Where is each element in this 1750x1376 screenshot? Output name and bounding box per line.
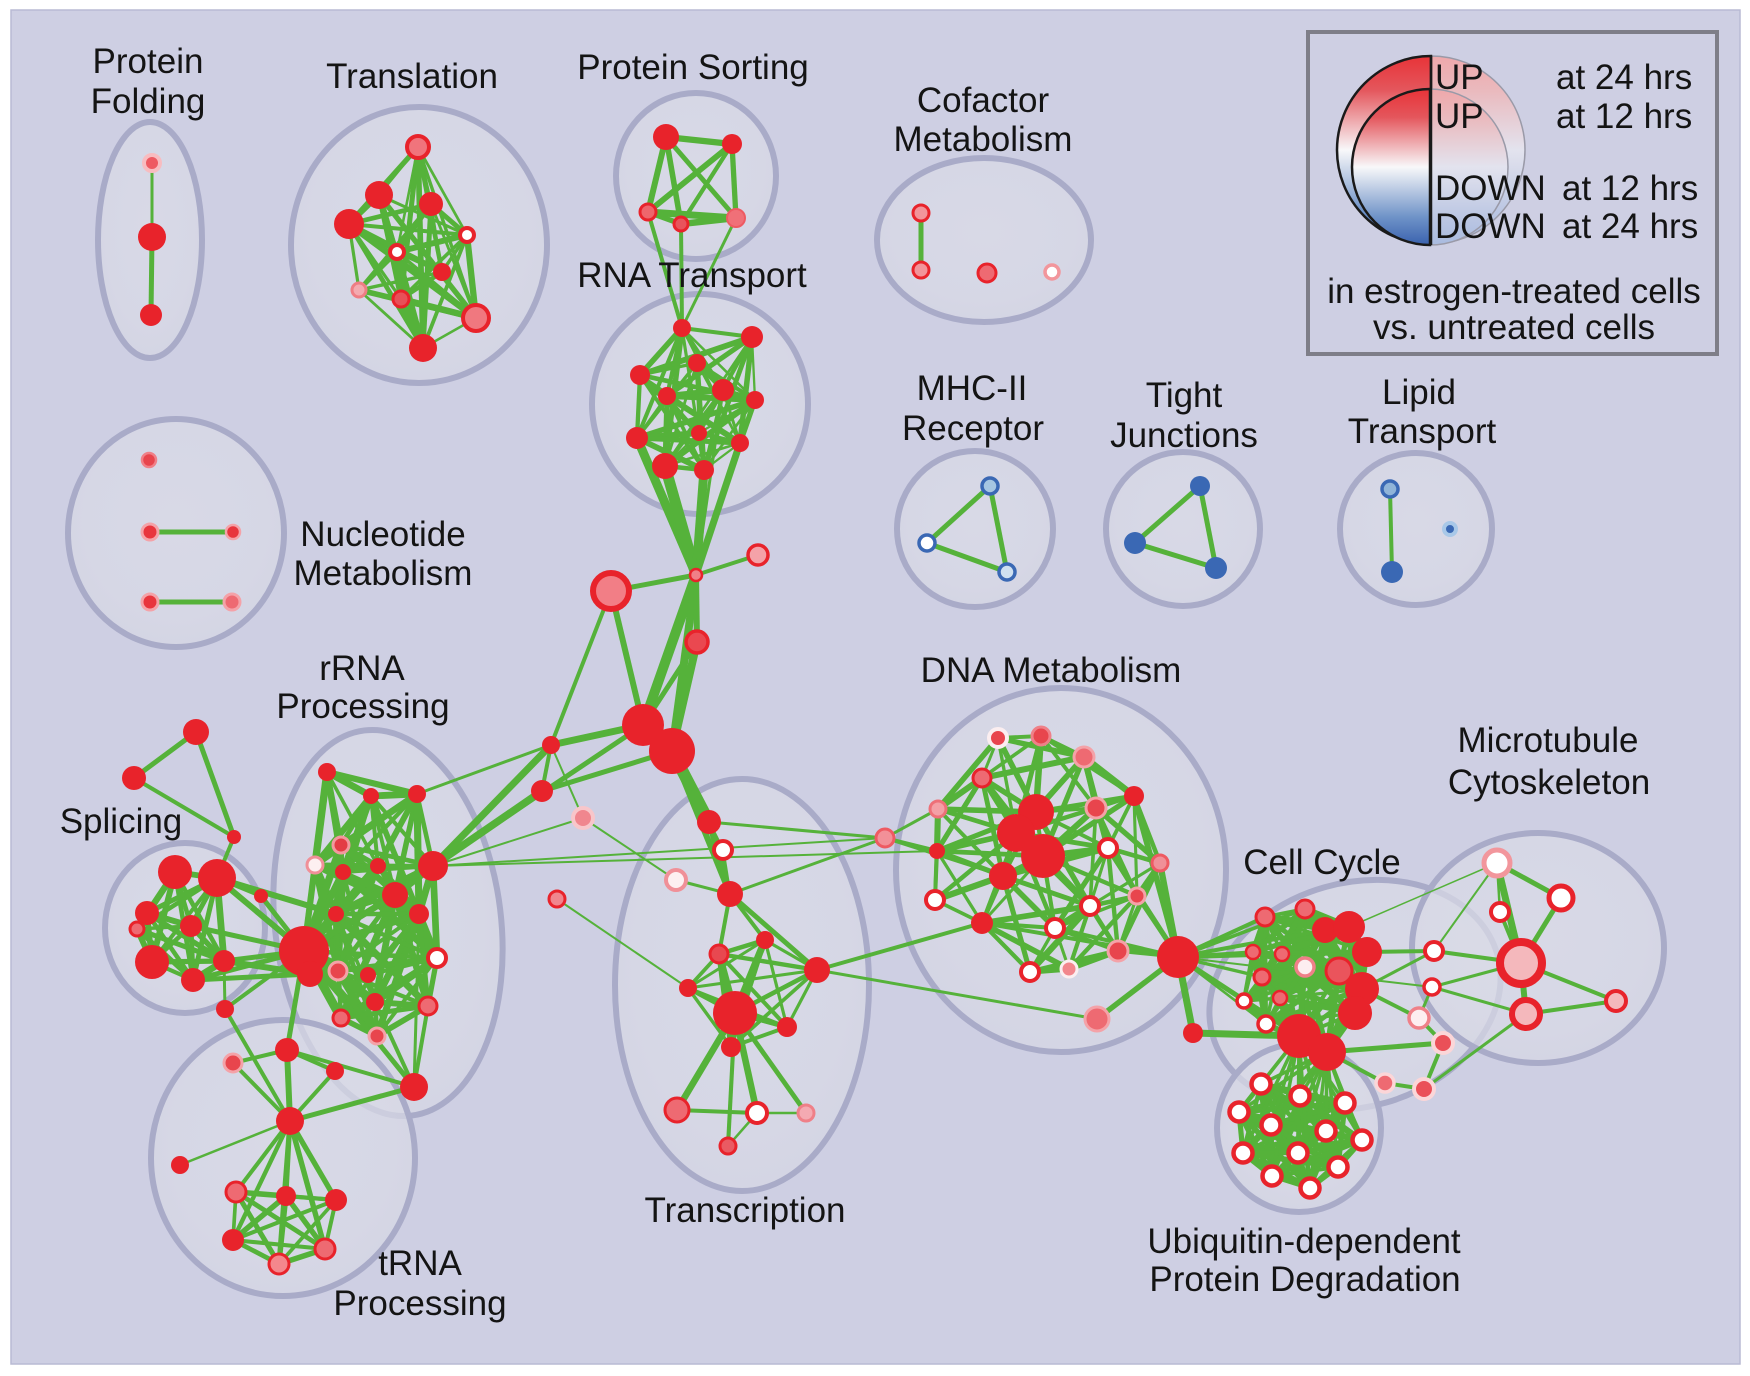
svg-text:Transport: Transport <box>1348 412 1497 451</box>
svg-text:Protein Sorting: Protein Sorting <box>577 48 809 87</box>
svg-text:Ubiquitin-dependent: Ubiquitin-dependent <box>1147 1222 1461 1261</box>
svg-text:Processing: Processing <box>276 687 449 726</box>
svg-text:UP: UP <box>1435 58 1484 97</box>
svg-text:Folding: Folding <box>91 82 206 121</box>
svg-text:Tight: Tight <box>1146 376 1223 415</box>
svg-text:in estrogen-treated cells: in estrogen-treated cells <box>1327 272 1701 311</box>
svg-text:DOWN: DOWN <box>1435 169 1546 208</box>
svg-text:UP: UP <box>1435 97 1484 136</box>
svg-text:Junctions: Junctions <box>1110 416 1258 455</box>
svg-text:at 12 hrs: at 12 hrs <box>1556 97 1692 136</box>
svg-text:Protein: Protein <box>93 42 204 81</box>
svg-text:rRNA: rRNA <box>319 649 405 688</box>
svg-text:Cell Cycle: Cell Cycle <box>1243 843 1401 882</box>
svg-text:tRNA: tRNA <box>378 1244 462 1283</box>
svg-text:MHC-II: MHC-II <box>917 369 1028 408</box>
svg-text:Transcription: Transcription <box>645 1191 846 1230</box>
svg-text:Receptor: Receptor <box>902 409 1044 448</box>
svg-text:Processing: Processing <box>333 1284 506 1323</box>
svg-text:Lipid: Lipid <box>1382 373 1456 412</box>
svg-text:RNA Transport: RNA Transport <box>577 256 807 295</box>
svg-text:Splicing: Splicing <box>60 802 183 841</box>
svg-text:Protein Degradation: Protein Degradation <box>1149 1260 1460 1299</box>
svg-text:DOWN: DOWN <box>1435 207 1546 246</box>
svg-text:Microtubule: Microtubule <box>1458 721 1639 760</box>
svg-text:Metabolism: Metabolism <box>294 554 473 593</box>
svg-text:Translation: Translation <box>326 57 498 96</box>
svg-text:at 24 hrs: at 24 hrs <box>1562 207 1698 246</box>
svg-text:at 12 hrs: at 12 hrs <box>1562 169 1698 208</box>
svg-text:vs. untreated cells: vs. untreated cells <box>1373 308 1655 347</box>
svg-text:DNA Metabolism: DNA Metabolism <box>921 651 1182 690</box>
svg-text:at 24 hrs: at 24 hrs <box>1556 58 1692 97</box>
svg-text:Cytoskeleton: Cytoskeleton <box>1448 763 1650 802</box>
svg-text:Cofactor: Cofactor <box>917 81 1050 120</box>
svg-text:Nucleotide: Nucleotide <box>300 515 465 554</box>
svg-text:Metabolism: Metabolism <box>894 120 1073 159</box>
